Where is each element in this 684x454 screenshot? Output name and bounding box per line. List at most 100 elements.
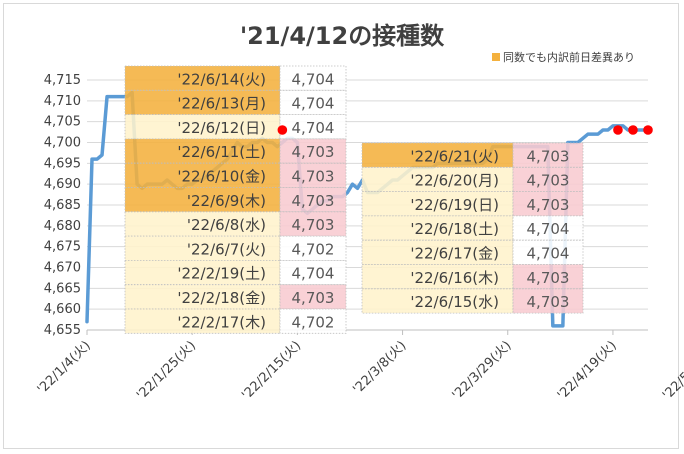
table-row: '22/2/18(金) 4,703 (124, 284, 347, 310)
table-left: '22/6/14(火) 4,704'22/6/13(月) 4,704'22/6/12… (124, 65, 347, 334)
y-tick-label: 4,710 (44, 94, 81, 109)
value-cell (279, 308, 347, 334)
date-cell (124, 284, 281, 310)
date-text: '22/6/14(火) (177, 70, 266, 88)
value-text: 4,704 (292, 70, 335, 88)
date-cell (124, 65, 281, 91)
value-text: 4,703 (527, 269, 570, 287)
red-markers (277, 125, 653, 135)
marker-point (643, 125, 653, 135)
value-cell (512, 215, 584, 241)
y-tick-label: 4,675 (44, 240, 81, 255)
date-cell (124, 259, 281, 286)
date-text: '22/6/20(月) (410, 172, 499, 190)
date-cell (361, 166, 514, 193)
x-tick-label: '22/1/25(火) (134, 338, 199, 403)
y-tick-label: 4,695 (44, 156, 81, 171)
value-cell (279, 259, 347, 286)
table-row: '22/6/20(月) 4,703 (361, 166, 584, 193)
table-row: '22/6/12(日) 4,704 (124, 114, 347, 140)
date-cell (124, 114, 281, 140)
y-tick-label: 4,690 (44, 177, 81, 192)
x-tick-label: '22/5/10(火) (660, 338, 684, 403)
date-cell (124, 235, 281, 261)
y-tick-label: 4,655 (44, 323, 81, 338)
x-tick-label: '22/3/29(火) (450, 338, 515, 403)
x-tick-label: '22/1/4(火) (35, 338, 94, 397)
y-tick-label: 4,670 (44, 261, 81, 276)
date-text: '22/6/8(水) (187, 216, 266, 234)
table-row: '22/6/16(木) 4,703 (361, 264, 584, 290)
legend-label: 同数でも内訳前日差異あり (503, 50, 635, 64)
table-row: '22/6/19(日) 4,703 (361, 191, 584, 217)
date-cell (124, 211, 281, 237)
x-tick-label: '22/3/8(火) (350, 338, 409, 397)
table-row: '22/6/7(火) 4,702 (124, 235, 347, 261)
date-text: '22/6/9(木) (187, 192, 266, 210)
value-cell (512, 264, 584, 290)
value-text: 4,702 (292, 313, 335, 331)
value-text: 4,703 (292, 192, 335, 210)
value-text: 4,703 (527, 293, 570, 311)
date-cell (124, 89, 281, 116)
date-text: '22/6/7(火) (187, 240, 266, 258)
value-cell (279, 187, 347, 213)
value-text: 4,704 (527, 245, 570, 263)
table-row: '22/6/9(木) 4,703 (124, 187, 347, 213)
table-row: '22/6/11(土) 4,703 (124, 138, 347, 164)
value-text: 4,703 (527, 196, 570, 214)
y-axis-ticks: 4,655 4,660 4,665 4,670 4,675 4,680 4,685 4,690… (44, 73, 81, 338)
y-tick-label: 4,715 (44, 73, 81, 88)
table-row: '22/6/13(月) 4,704 (124, 89, 347, 116)
value-text: 4,703 (292, 216, 335, 234)
y-tick-label: 4,685 (44, 198, 81, 213)
date-text: '22/2/17(木) (177, 313, 266, 331)
date-text: '22/6/17(金) (410, 245, 499, 263)
date-text: '22/6/11(土) (177, 143, 266, 161)
value-text: 4,704 (527, 220, 570, 238)
value-text: 4,703 (292, 143, 335, 161)
date-text: '22/6/10(金) (177, 168, 266, 186)
marker-point (628, 125, 638, 135)
date-text: '22/2/18(金) (177, 289, 266, 307)
date-cell (124, 308, 281, 334)
date-text: '22/6/19(日) (410, 196, 499, 214)
marker-point (277, 125, 288, 135)
value-cell (279, 235, 347, 261)
table-row: '22/6/14(火) 4,704 (124, 65, 347, 91)
value-cell (512, 166, 584, 193)
y-tick-label: 4,700 (44, 136, 81, 151)
legend-swatch (492, 53, 500, 61)
value-cell (279, 211, 347, 237)
value-cell (279, 138, 347, 164)
table-row: '22/6/18(土) 4,704 (361, 215, 584, 241)
date-cell (124, 138, 281, 164)
y-tick-label: 4,660 (44, 302, 81, 317)
value-cell (512, 142, 584, 168)
table-right: '22/6/21(火) 4,703'22/6/20(月) 4,703'22/6/19… (361, 142, 584, 314)
value-text: 4,704 (292, 95, 335, 113)
date-text: '22/2/19(土) (177, 265, 266, 283)
x-tick-label: '22/2/15(火) (239, 338, 304, 403)
date-cell (361, 191, 514, 217)
chart-title: '21/4/12の接種数 (240, 22, 445, 50)
legend: 同数でも内訳前日差異あり (492, 50, 635, 64)
value-cell (279, 284, 347, 310)
date-cell (124, 187, 281, 213)
table-row: '22/2/17(木) 4,702 (124, 308, 347, 334)
value-cell (279, 65, 347, 91)
value-text: 4,704 (292, 119, 335, 137)
value-text: 4,704 (292, 265, 335, 283)
date-text: '22/6/15(水) (410, 293, 499, 311)
data-tables: '22/6/14(火) 4,704'22/6/13(月) 4,704'22/6/12… (124, 65, 584, 334)
value-cell (279, 114, 347, 140)
value-text: 4,703 (527, 147, 570, 165)
date-cell (124, 162, 281, 188)
table-row: '22/2/19(土) 4,704 (124, 259, 347, 286)
value-text: 4,702 (292, 240, 335, 258)
y-tick-label: 4,705 (44, 115, 81, 130)
table-row: '22/6/17(金) 4,704 (361, 239, 584, 265)
date-text: '22/6/21(火) (410, 147, 499, 165)
x-axis: '22/1/4(火) '22/1/25(火) '22/2/15(火) '22/3/8(… (35, 329, 684, 403)
